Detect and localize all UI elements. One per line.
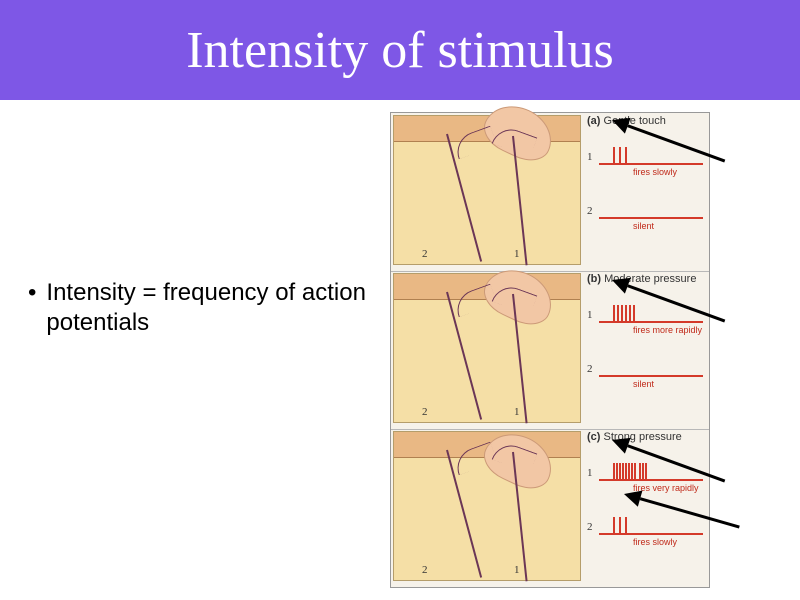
spike <box>619 147 621 163</box>
trace-baseline <box>599 163 703 165</box>
trace-number: 1 <box>587 309 593 321</box>
spike <box>633 305 635 321</box>
trace-block: 1 fires more rapidly 2 silent <box>587 275 707 425</box>
spike <box>634 463 636 479</box>
bullet-item: • Intensity = frequency of action potent… <box>28 278 380 338</box>
trace-block: 1 fires very rapidly 2 fires slowly <box>587 433 707 583</box>
spike <box>613 305 615 321</box>
panel-a: (a) Gentle touch211fires slowly2silent <box>391 113 709 271</box>
spike <box>625 147 627 163</box>
trace-label: fires slowly <box>633 167 677 177</box>
tissue-block: 21 <box>393 431 581 581</box>
spike <box>622 463 624 479</box>
trace-label: fires very rapidly <box>633 483 699 493</box>
spike <box>613 517 615 533</box>
trace-number: 1 <box>587 151 593 163</box>
stimulus-figure: (a) Gentle touch211fires slowly2silent(b… <box>390 112 710 588</box>
slide: Intensity of stimulus • Intensity = freq… <box>0 0 800 600</box>
bullet-dot-icon: • <box>28 278 36 338</box>
trace-label: silent <box>633 221 654 231</box>
trace-label: fires more rapidly <box>633 325 702 335</box>
trace-baseline <box>599 479 703 481</box>
nerve-number: 2 <box>422 248 428 260</box>
spike <box>625 463 627 479</box>
spike <box>628 463 630 479</box>
spike <box>619 517 621 533</box>
trace-label: silent <box>633 379 654 389</box>
spike <box>645 463 647 479</box>
tissue-block: 21 <box>393 273 581 423</box>
bullet-block: • Intensity = frequency of action potent… <box>28 278 380 338</box>
spike <box>631 463 633 479</box>
spike <box>616 463 618 479</box>
nerve-number: 1 <box>514 248 520 260</box>
spike <box>629 305 631 321</box>
title-bar: Intensity of stimulus <box>0 0 800 100</box>
panel-b: (b) Moderate pressure211fires more rapid… <box>391 271 709 429</box>
spike <box>625 305 627 321</box>
trace-number: 1 <box>587 467 593 479</box>
trace-number: 2 <box>587 521 593 533</box>
trace-baseline <box>599 533 703 535</box>
trace-baseline <box>599 375 703 377</box>
spike <box>617 305 619 321</box>
slide-title: Intensity of stimulus <box>186 21 614 80</box>
nerve-number: 1 <box>514 564 520 576</box>
trace-number: 2 <box>587 363 593 375</box>
panel-c: (c) Strong pressure211fires very rapidly… <box>391 429 709 587</box>
trace-number: 2 <box>587 205 593 217</box>
trace-baseline <box>599 321 703 323</box>
tissue-block: 21 <box>393 115 581 265</box>
trace-block: 1 fires slowly 2 silent <box>587 117 707 267</box>
spike <box>621 305 623 321</box>
spike <box>639 463 641 479</box>
bullet-text: Intensity = frequency of action potentia… <box>46 278 380 338</box>
spike <box>642 463 644 479</box>
trace-baseline <box>599 217 703 219</box>
nerve-number: 2 <box>422 406 428 418</box>
spike <box>613 147 615 163</box>
spike <box>625 517 627 533</box>
trace-label: fires slowly <box>633 537 677 547</box>
nerve-number: 2 <box>422 564 428 576</box>
nerve-number: 1 <box>514 406 520 418</box>
spike <box>619 463 621 479</box>
spike <box>613 463 615 479</box>
